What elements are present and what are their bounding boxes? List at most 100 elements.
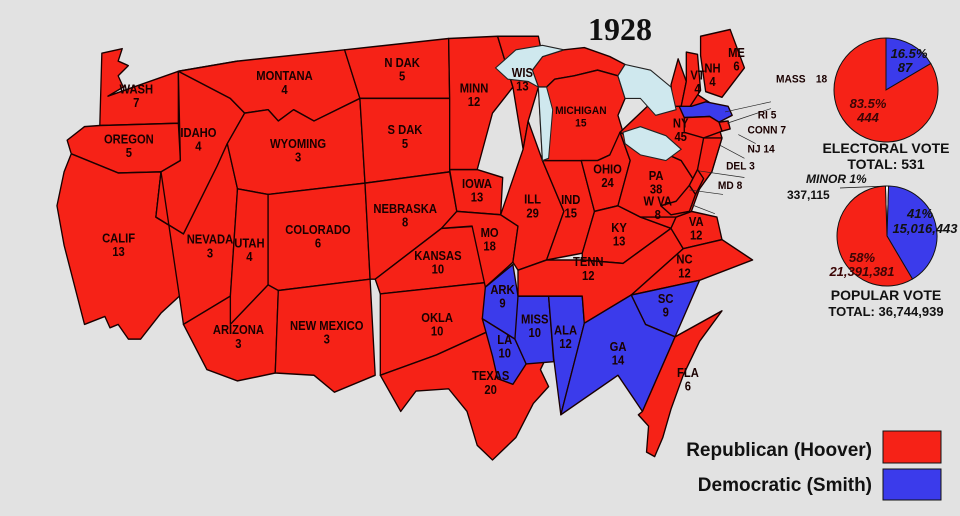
svg-text:ARK: ARK (490, 282, 515, 297)
svg-text:CALIF: CALIF (102, 231, 135, 246)
svg-text:MD 8: MD 8 (718, 179, 742, 192)
svg-text:DEL 3: DEL 3 (726, 160, 755, 173)
svg-text:12: 12 (468, 94, 481, 109)
svg-text:45: 45 (674, 130, 687, 145)
svg-text:KY: KY (611, 221, 627, 236)
svg-text:Democratic (Smith): Democratic (Smith) (698, 475, 872, 496)
svg-text:WASH: WASH (120, 82, 154, 97)
svg-text:6: 6 (685, 379, 692, 394)
svg-text:ME: ME (728, 45, 745, 60)
svg-text:MICHIGAN: MICHIGAN (555, 105, 607, 118)
svg-text:14: 14 (612, 353, 625, 368)
svg-text:NC: NC (676, 252, 693, 267)
svg-text:87: 87 (898, 60, 913, 75)
svg-text:10: 10 (498, 346, 511, 361)
svg-text:ALA: ALA (554, 323, 577, 338)
svg-text:337,115: 337,115 (787, 188, 830, 202)
svg-text:TENN: TENN (573, 255, 604, 270)
svg-text:NJ 14: NJ 14 (748, 143, 775, 156)
svg-text:UTAH: UTAH (234, 236, 264, 251)
svg-text:NH: NH (704, 61, 720, 76)
svg-text:WIS: WIS (512, 65, 533, 80)
svg-text:6: 6 (733, 59, 740, 74)
svg-text:POPULAR VOTE: POPULAR VOTE (831, 287, 941, 303)
svg-text:10: 10 (431, 324, 444, 339)
svg-text:3: 3 (235, 336, 242, 351)
svg-text:8: 8 (655, 208, 662, 223)
svg-text:Republican (Hoover): Republican (Hoover) (686, 440, 872, 461)
svg-text:TOTAL: 531: TOTAL: 531 (847, 156, 924, 172)
svg-text:5: 5 (126, 145, 133, 160)
svg-text:IDAHO: IDAHO (180, 125, 216, 140)
svg-text:18: 18 (483, 239, 496, 254)
svg-text:4: 4 (246, 249, 253, 264)
svg-text:MINOR 1%: MINOR 1% (806, 172, 867, 186)
svg-text:GA: GA (610, 340, 627, 355)
svg-text:38: 38 (650, 182, 663, 197)
svg-text:FLA: FLA (677, 366, 699, 381)
svg-text:9: 9 (499, 296, 506, 311)
svg-text:COLORADO: COLORADO (285, 222, 350, 237)
svg-text:WYOMING: WYOMING (270, 136, 326, 151)
svg-text:N DAK: N DAK (384, 56, 420, 71)
svg-text:10: 10 (432, 262, 445, 277)
svg-text:OREGON: OREGON (104, 132, 154, 147)
svg-text:3: 3 (207, 246, 214, 261)
svg-text:IOWA: IOWA (462, 177, 492, 192)
svg-text:3: 3 (324, 332, 331, 347)
svg-text:41%: 41% (906, 206, 933, 221)
svg-text:VT: VT (690, 68, 705, 83)
svg-text:12: 12 (678, 266, 691, 281)
svg-text:TEXAS: TEXAS (472, 369, 509, 384)
svg-text:15: 15 (575, 117, 586, 130)
svg-text:21,391,381: 21,391,381 (828, 264, 894, 279)
svg-text:CONN 7: CONN 7 (748, 124, 787, 137)
svg-text:444: 444 (856, 110, 879, 125)
svg-text:20: 20 (484, 382, 497, 397)
svg-text:3: 3 (295, 150, 302, 165)
svg-text:4: 4 (195, 139, 202, 154)
svg-text:OHIO: OHIO (593, 162, 622, 177)
svg-text:15,016,443: 15,016,443 (892, 221, 958, 236)
svg-text:10: 10 (528, 325, 541, 340)
svg-text:NY: NY (673, 116, 689, 131)
svg-text:6: 6 (315, 236, 322, 251)
svg-text:13: 13 (471, 190, 484, 205)
svg-text:29: 29 (526, 206, 539, 221)
svg-text:NEVADA: NEVADA (187, 232, 234, 247)
svg-text:OKLA: OKLA (421, 310, 453, 325)
svg-text:12: 12 (559, 336, 572, 351)
svg-text:RI 5: RI 5 (758, 109, 777, 122)
svg-text:12: 12 (690, 228, 703, 243)
svg-text:7: 7 (133, 96, 140, 111)
svg-text:KANSAS: KANSAS (414, 248, 461, 263)
svg-text:4: 4 (694, 81, 701, 96)
svg-text:ARIZONA: ARIZONA (213, 323, 264, 338)
svg-text:MASS: MASS (776, 73, 805, 86)
svg-text:IND: IND (561, 192, 581, 207)
svg-text:S DAK: S DAK (388, 123, 423, 138)
svg-text:9: 9 (663, 305, 670, 320)
svg-text:SC: SC (658, 291, 674, 306)
svg-text:MISS: MISS (521, 312, 549, 327)
svg-text:VA: VA (689, 215, 704, 230)
svg-text:16.5%: 16.5% (891, 46, 928, 61)
svg-text:5: 5 (399, 69, 406, 84)
svg-text:58%: 58% (849, 250, 875, 265)
svg-text:13: 13 (613, 234, 626, 249)
svg-text:NEBRASKA: NEBRASKA (373, 201, 437, 216)
svg-text:ILL: ILL (524, 192, 541, 207)
svg-text:5: 5 (402, 136, 409, 151)
svg-text:4: 4 (709, 75, 716, 90)
svg-text:13: 13 (516, 79, 529, 94)
svg-text:4: 4 (281, 82, 288, 97)
svg-text:ELECTORAL VOTE: ELECTORAL VOTE (822, 140, 949, 156)
svg-text:MINN: MINN (460, 81, 489, 96)
svg-text:83.5%: 83.5% (850, 96, 887, 111)
svg-text:12: 12 (582, 268, 595, 283)
svg-text:PA: PA (649, 168, 664, 183)
svg-text:TOTAL: 36,744,939: TOTAL: 36,744,939 (828, 304, 943, 319)
svg-text:MO: MO (481, 226, 499, 241)
svg-text:24: 24 (601, 175, 614, 190)
svg-text:13: 13 (112, 244, 125, 259)
